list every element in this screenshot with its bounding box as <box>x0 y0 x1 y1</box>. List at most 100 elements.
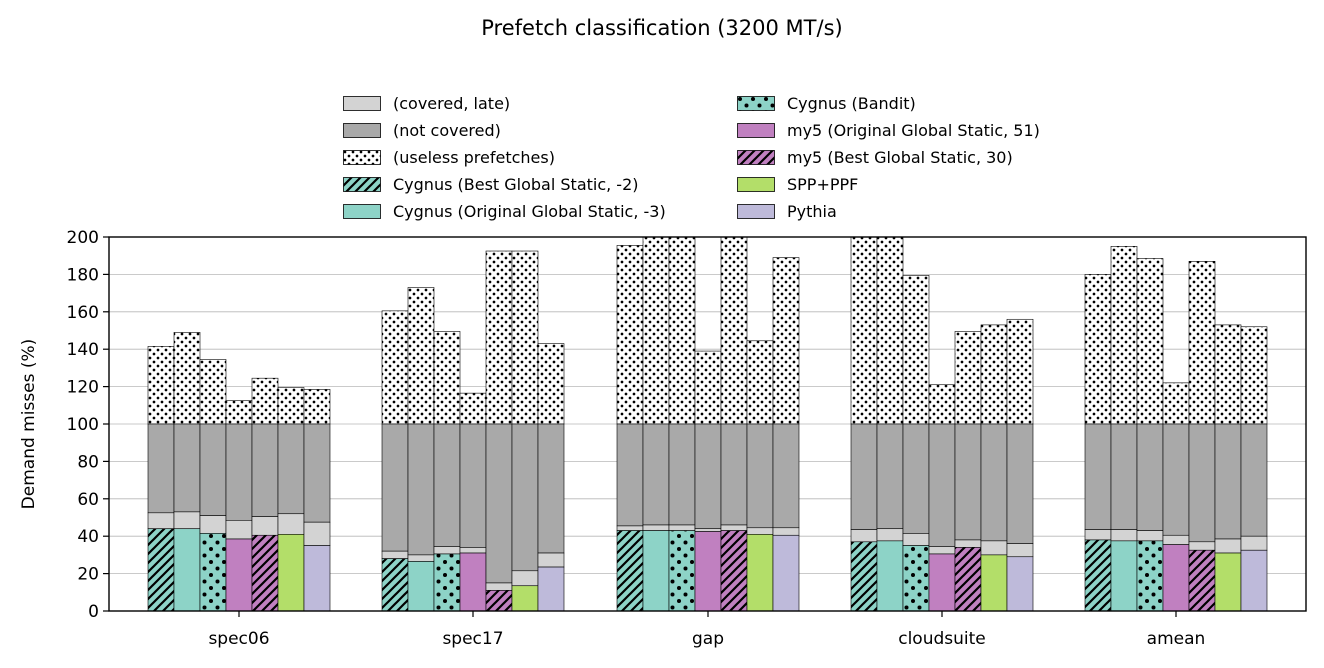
bar-useless-pattern <box>1085 274 1111 424</box>
bar-covered-late-fill <box>1111 529 1137 541</box>
legend-label: my5 (Best Global Static, 30) <box>787 147 1013 167</box>
bar-not-covered-fill <box>669 424 695 525</box>
bar-covered-late-fill <box>617 525 643 531</box>
bar-covered-late-fill <box>174 511 200 529</box>
bar-covered-late-fill <box>252 516 278 536</box>
bar-covered-pattern <box>1189 550 1215 611</box>
bar-useless-pattern <box>408 287 434 424</box>
bar-not-covered-fill <box>617 424 643 526</box>
bar-covered-pattern <box>1085 539 1111 611</box>
legend: (covered, late) (not covered) (useless pre… <box>343 92 1103 228</box>
bar-covered-fill <box>226 539 252 611</box>
bar-useless-pattern <box>200 359 226 424</box>
bar-not-covered-fill <box>877 424 903 529</box>
bar-covered-fill <box>1111 540 1137 611</box>
legend-swatch <box>343 149 381 165</box>
bar-covered-fill <box>773 535 799 611</box>
legend-swatch <box>737 122 775 138</box>
y-tick-label: 20 <box>77 565 99 585</box>
bar-useless-pattern <box>877 237 903 424</box>
bar-covered-fill <box>929 553 955 611</box>
bar-group-spec17 <box>381 250 565 612</box>
bar-not-covered-fill <box>1163 424 1189 536</box>
bar-covered-fill <box>877 540 903 611</box>
y-tick-label: 80 <box>77 452 99 472</box>
y-tick-label: 180 <box>67 265 99 285</box>
bar-useless-pattern <box>486 251 512 424</box>
legend-item: (useless prefetches) <box>343 146 555 168</box>
bar-covered-fill <box>981 554 1007 611</box>
bar-not-covered-fill <box>200 424 226 516</box>
bar-useless-pattern <box>643 237 669 424</box>
bar-useless-pattern <box>148 346 174 424</box>
bar-useless-pattern <box>1189 261 1215 424</box>
y-tick-label: 160 <box>67 303 99 323</box>
bar-covered-late-fill <box>877 528 903 541</box>
legend-label: Cygnus (Best Global Static, -2) <box>393 174 639 194</box>
legend-swatch <box>737 149 775 165</box>
bar-group-amean <box>1084 246 1268 612</box>
bar-covered-late-fill <box>460 547 486 554</box>
bar-useless-pattern <box>434 331 460 424</box>
bar-not-covered-fill <box>1007 424 1033 544</box>
bar-covered-pattern <box>955 547 981 611</box>
y-tick-label: 120 <box>67 378 99 398</box>
bar-not-covered-fill <box>1137 424 1163 531</box>
bar-covered-pattern <box>903 545 929 611</box>
bar-covered-pattern <box>486 590 512 611</box>
legend-swatch <box>737 95 775 111</box>
bar-useless-pattern <box>226 400 252 424</box>
bar-not-covered-fill <box>929 424 955 547</box>
bar-covered-fill <box>460 553 486 611</box>
bar-covered-late-fill <box>773 527 799 536</box>
bar-covered-pattern <box>669 530 695 611</box>
legend-swatch <box>343 95 381 111</box>
bar-covered-late-fill <box>1241 536 1267 551</box>
bar-not-covered-fill <box>382 424 408 552</box>
bar-covered-late-fill <box>512 570 538 586</box>
bar-covered-late-fill <box>1189 541 1215 551</box>
bar-not-covered-fill <box>747 424 773 528</box>
bar-useless-pattern <box>382 310 408 424</box>
bar-useless-pattern <box>617 245 643 424</box>
legend-label: my5 (Original Global Static, 51) <box>787 120 1040 140</box>
bar-not-covered-fill <box>538 424 564 554</box>
bar-useless-pattern <box>851 237 877 424</box>
bar-covered-pattern <box>1137 540 1163 611</box>
bar-not-covered-fill <box>512 424 538 571</box>
x-tick-label: gap <box>692 629 724 649</box>
bar-useless-pattern <box>512 251 538 424</box>
bar-useless-pattern <box>1137 258 1163 424</box>
bar-useless-pattern <box>1241 326 1267 424</box>
bar-not-covered-fill <box>773 424 799 528</box>
legend-item: my5 (Original Global Static, 51) <box>737 119 1040 141</box>
bar-covered-fill <box>747 534 773 611</box>
bar-covered-pattern <box>382 558 408 611</box>
legend-label: (useless prefetches) <box>393 147 555 167</box>
legend-item: Cygnus (Original Global Static, -3) <box>343 200 666 222</box>
bar-useless-pattern <box>1111 246 1137 424</box>
bar-covered-fill <box>1163 544 1189 611</box>
bar-covered-fill <box>278 534 304 611</box>
y-tick-label: 200 <box>67 228 99 248</box>
bar-covered-late-fill <box>148 512 174 529</box>
bar-covered-late-fill <box>382 551 408 559</box>
bar-covered-late-fill <box>747 527 773 535</box>
bar-useless-pattern <box>695 351 721 424</box>
bar-covered-fill <box>408 561 434 611</box>
y-tick-label: 60 <box>77 490 99 510</box>
bar-covered-pattern <box>851 541 877 611</box>
chart-title: Prefetch classification (3200 MT/s) <box>481 16 843 40</box>
bar-not-covered-fill <box>851 424 877 530</box>
bar-not-covered-fill <box>278 424 304 514</box>
bar-not-covered-fill <box>955 424 981 540</box>
bar-covered-pattern <box>200 533 226 611</box>
y-tick-label: 0 <box>88 602 99 622</box>
bar-covered-late-fill <box>929 546 955 554</box>
bar-not-covered-fill <box>148 424 174 513</box>
bar-covered-late-fill <box>851 529 877 542</box>
legend-label: (covered, late) <box>393 93 511 113</box>
bar-covered-late-fill <box>538 553 564 568</box>
legend-item: SPP+PPF <box>737 173 858 195</box>
